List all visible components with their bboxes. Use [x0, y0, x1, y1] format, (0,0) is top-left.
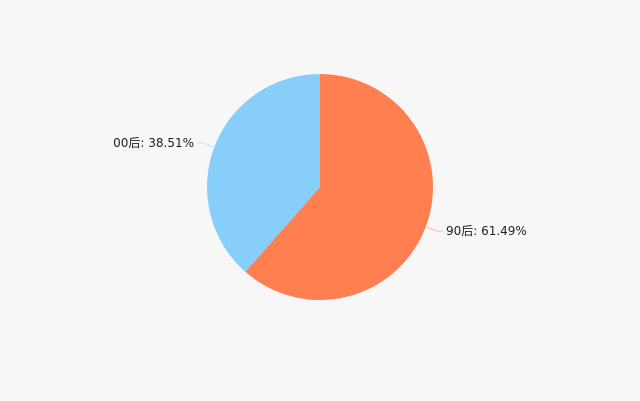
- pie-labels: 90后: 61.49% 00后: 38.51%: [113, 136, 527, 238]
- label-connector: [426, 226, 443, 232]
- label-connector: [197, 142, 214, 148]
- slice-label: 00后: 38.51%: [113, 136, 194, 150]
- pie-slice[interactable]: [245, 74, 433, 300]
- pie-slice[interactable]: [207, 74, 320, 272]
- slice-label: 90后: 61.49%: [446, 224, 527, 238]
- pie-slices: [207, 74, 433, 300]
